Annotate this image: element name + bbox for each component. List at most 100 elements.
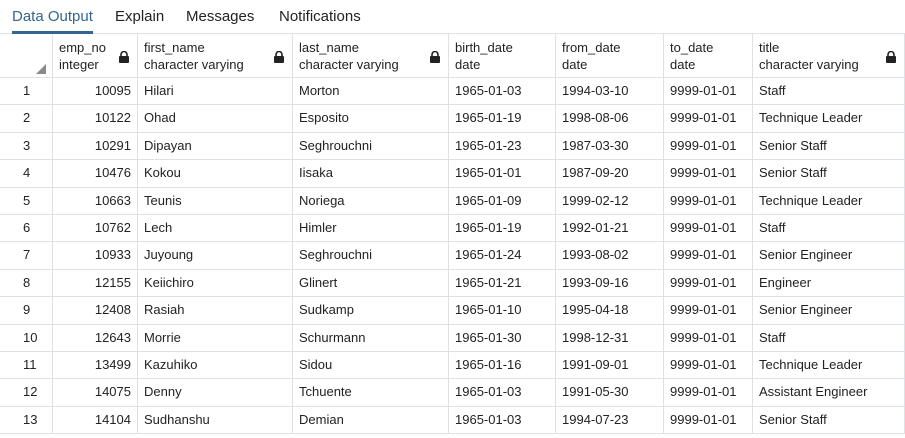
table-row[interactable]: 1 10095 Hilari Morton 1965-01-03 1994-03-10 99… <box>0 78 905 106</box>
cell-to-date[interactable]: 9999-01-01 <box>664 379 753 406</box>
cell-first-name[interactable]: Juyoung <box>138 242 293 269</box>
table-row[interactable]: 12 14075 Denny Tchuente 1965-01-03 1991-05-30… <box>0 379 905 407</box>
row-number[interactable]: 1 <box>0 78 53 105</box>
cell-first-name[interactable]: Ohad <box>138 105 293 132</box>
column-header-emp-no[interactable]: emp_no integer <box>53 34 138 78</box>
cell-first-name[interactable]: Rasiah <box>138 297 293 324</box>
cell-last-name[interactable]: Glinert <box>293 269 449 297</box>
cell-emp-no[interactable]: 12155 <box>53 269 138 297</box>
cell-birth-date[interactable]: 1965-01-09 <box>449 187 556 214</box>
row-number[interactable]: 5 <box>0 187 53 214</box>
cell-from-date[interactable]: 1991-09-01 <box>556 352 664 379</box>
cell-first-name[interactable]: Kazuhiko <box>138 352 293 379</box>
cell-from-date[interactable]: 1992-01-21 <box>556 215 664 242</box>
cell-to-date[interactable]: 9999-01-01 <box>664 105 753 132</box>
cell-birth-date[interactable]: 1965-01-03 <box>449 78 556 105</box>
tab-messages[interactable]: Messages <box>186 8 255 25</box>
cell-title[interactable]: Senior Staff <box>753 132 905 160</box>
cell-from-date[interactable]: 1994-07-23 <box>556 406 664 434</box>
cell-first-name[interactable]: Morrie <box>138 324 293 351</box>
cell-birth-date[interactable]: 1965-01-01 <box>449 160 556 187</box>
cell-to-date[interactable]: 9999-01-01 <box>664 132 753 160</box>
cell-title[interactable]: Technique Leader <box>753 352 905 379</box>
cell-first-name[interactable]: Denny <box>138 379 293 406</box>
cell-birth-date[interactable]: 1965-01-16 <box>449 352 556 379</box>
cell-to-date[interactable]: 9999-01-01 <box>664 215 753 242</box>
cell-from-date[interactable]: 1995-04-18 <box>556 297 664 324</box>
cell-last-name[interactable]: Noriega <box>293 187 449 214</box>
row-number[interactable]: 13 <box>0 406 53 434</box>
cell-birth-date[interactable]: 1965-01-03 <box>449 379 556 406</box>
row-number[interactable]: 4 <box>0 160 53 187</box>
cell-last-name[interactable]: Tchuente <box>293 379 449 406</box>
cell-last-name[interactable]: Morton <box>293 78 449 105</box>
table-row[interactable]: 3 10291 Dipayan Seghrouchni 1965-01-23 1987-0… <box>0 132 905 161</box>
table-row[interactable]: 9 12408 Rasiah Sudkamp 1965-01-10 1995-04-18 9… <box>0 297 905 325</box>
cell-birth-date[interactable]: 1965-01-10 <box>449 297 556 324</box>
cell-emp-no[interactable]: 14104 <box>53 406 138 434</box>
cell-emp-no[interactable]: 10663 <box>53 187 138 214</box>
cell-to-date[interactable]: 9999-01-01 <box>664 242 753 269</box>
cell-last-name[interactable]: Iisaka <box>293 160 449 187</box>
cell-emp-no[interactable]: 10933 <box>53 242 138 269</box>
cell-first-name[interactable]: Keiichiro <box>138 269 293 297</box>
table-row[interactable]: 10 12643 Morrie Schurmann 1965-01-30 1998-12-… <box>0 324 905 352</box>
column-header-to-date[interactable]: to_date date <box>664 34 753 78</box>
row-number[interactable]: 2 <box>0 105 53 132</box>
cell-from-date[interactable]: 1998-12-31 <box>556 324 664 351</box>
cell-from-date[interactable]: 1987-03-30 <box>556 132 664 160</box>
cell-to-date[interactable]: 9999-01-01 <box>664 78 753 105</box>
cell-to-date[interactable]: 9999-01-01 <box>664 269 753 297</box>
cell-emp-no[interactable]: 10291 <box>53 132 138 160</box>
cell-last-name[interactable]: Himler <box>293 215 449 242</box>
cell-from-date[interactable]: 1994-03-10 <box>556 78 664 105</box>
row-number[interactable]: 7 <box>0 242 53 269</box>
cell-title[interactable]: Staff <box>753 215 905 242</box>
row-number[interactable]: 10 <box>0 324 53 351</box>
cell-title[interactable]: Senior Staff <box>753 160 905 187</box>
cell-title[interactable]: Technique Leader <box>753 187 905 214</box>
cell-to-date[interactable]: 9999-01-01 <box>664 406 753 434</box>
row-number[interactable]: 12 <box>0 379 53 406</box>
cell-first-name[interactable]: Lech <box>138 215 293 242</box>
cell-birth-date[interactable]: 1965-01-24 <box>449 242 556 269</box>
cell-emp-no[interactable]: 10762 <box>53 215 138 242</box>
cell-emp-no[interactable]: 12408 <box>53 297 138 324</box>
cell-birth-date[interactable]: 1965-01-03 <box>449 406 556 434</box>
cell-to-date[interactable]: 9999-01-01 <box>664 160 753 187</box>
cell-title[interactable]: Senior Engineer <box>753 297 905 324</box>
cell-birth-date[interactable]: 1965-01-19 <box>449 105 556 132</box>
cell-first-name[interactable]: Dipayan <box>138 132 293 160</box>
table-row[interactable]: 13 14104 Sudhanshu Demian 1965-01-03 1994-07-… <box>0 406 905 435</box>
cell-emp-no[interactable]: 12643 <box>53 324 138 351</box>
column-header-first-name[interactable]: first_name character varying <box>138 34 293 78</box>
cell-title[interactable]: Senior Staff <box>753 406 905 434</box>
cell-to-date[interactable]: 9999-01-01 <box>664 187 753 214</box>
cell-birth-date[interactable]: 1965-01-23 <box>449 132 556 160</box>
table-row[interactable]: 2 10122 Ohad Esposito 1965-01-19 1998-08-06 99… <box>0 105 905 133</box>
select-all-corner[interactable] <box>0 34 53 78</box>
row-number[interactable]: 9 <box>0 297 53 324</box>
row-number[interactable]: 8 <box>0 269 53 297</box>
cell-first-name[interactable]: Hilari <box>138 78 293 105</box>
cell-birth-date[interactable]: 1965-01-19 <box>449 215 556 242</box>
cell-title[interactable]: Engineer <box>753 269 905 297</box>
column-header-from-date[interactable]: from_date date <box>556 34 664 78</box>
column-header-last-name[interactable]: last_name character varying <box>293 34 449 78</box>
cell-birth-date[interactable]: 1965-01-21 <box>449 269 556 297</box>
cell-title[interactable]: Assistant Engineer <box>753 379 905 406</box>
cell-first-name[interactable]: Teunis <box>138 187 293 214</box>
row-number[interactable]: 3 <box>0 132 53 160</box>
cell-last-name[interactable]: Sudkamp <box>293 297 449 324</box>
cell-emp-no[interactable]: 10122 <box>53 105 138 132</box>
column-header-title[interactable]: title character varying <box>753 34 905 78</box>
cell-emp-no[interactable]: 10476 <box>53 160 138 187</box>
cell-last-name[interactable]: Schurmann <box>293 324 449 351</box>
table-row[interactable]: 11 13499 Kazuhiko Sidou 1965-01-16 1991-09-01… <box>0 352 905 380</box>
cell-emp-no[interactable]: 10095 <box>53 78 138 105</box>
cell-from-date[interactable]: 1993-08-02 <box>556 242 664 269</box>
cell-title[interactable]: Technique Leader <box>753 105 905 132</box>
cell-title[interactable]: Staff <box>753 324 905 351</box>
cell-from-date[interactable]: 1987-09-20 <box>556 160 664 187</box>
table-row[interactable]: 7 10933 Juyoung Seghrouchni 1965-01-24 1993-0… <box>0 242 905 270</box>
